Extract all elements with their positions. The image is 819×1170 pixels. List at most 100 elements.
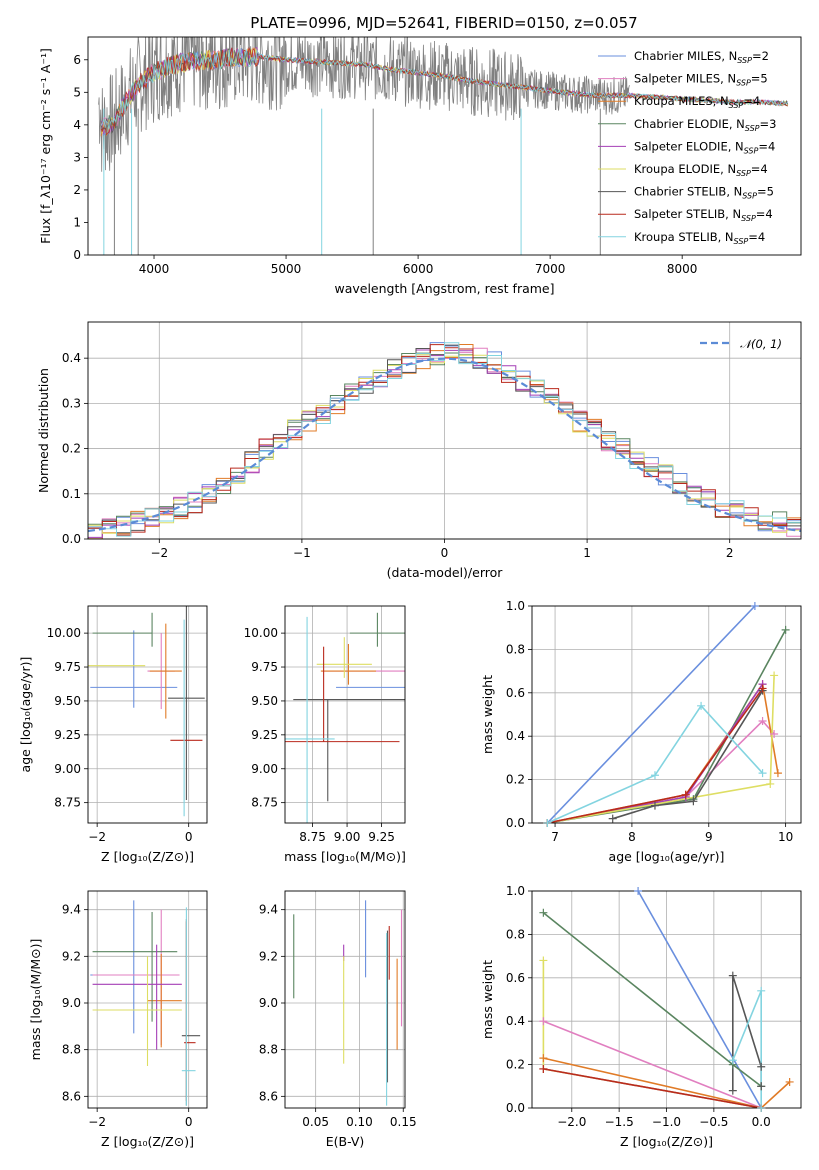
z-mass-ytick-label-0: 8.6: [62, 1089, 81, 1103]
z-weight-line-3: [542, 912, 762, 1087]
z-weight-marker-8-2: [757, 1104, 766, 1112]
spectrum-xtick-label-3: 7000: [535, 262, 566, 276]
residuals-chart: −2 −1 0 1 2 0.0 0.1 0.2 0.3 0.4 (data-model)/error…: [36, 321, 802, 580]
age-weight-marker-6-0: [608, 814, 617, 823]
spectrum-model-line-8: [100, 49, 789, 130]
age-weight-ytick-label-4: 0.8: [506, 642, 525, 656]
z-mass-xtick-label-0: −2: [88, 1115, 106, 1129]
age-weight-marker-2-3: [773, 769, 782, 778]
z-mass-ytick-label-3: 9.2: [62, 949, 81, 963]
age-weight-marker-8-2: [697, 701, 706, 710]
ebv-mass-frame: [284, 890, 406, 1109]
age-weight-marker-0-1: [750, 602, 759, 610]
age-weight-ytick-label-0: 0.0: [506, 816, 525, 830]
residuals-xtick-label-1: −1: [293, 546, 311, 560]
z-age-xlabel: Z [log₁₀(Z/Z⊙)]: [101, 849, 194, 864]
z-weight-marker-5-0: [539, 956, 548, 965]
z-mass-ytick-label-1: 8.8: [62, 1043, 81, 1057]
z-age-ytick-label-4: 9.75: [54, 660, 81, 674]
z-weight-marker-0-0: [634, 887, 643, 895]
ebv-mass-plot-area: [293, 900, 403, 1106]
z-age-ytick-label-0: 8.75: [54, 796, 81, 810]
residuals-xtick-label-4: 2: [726, 546, 734, 560]
z-weight-marker-8-1: [757, 986, 766, 995]
mass-age-plot-area: [285, 612, 405, 823]
residuals-xlabel: (data-model)/error: [387, 565, 504, 580]
ebv-mass-chart: 0.05 0.10 0.15 8.6 8.8 9.0 9.2 9.4 E(B-V): [259, 890, 417, 1149]
z-weight-marker-6-3: [757, 1082, 766, 1091]
age-weight-line-8: [547, 704, 764, 823]
z-weight-line-1: [543, 1020, 762, 1108]
z-weight-ytick-label-3: 0.6: [506, 971, 525, 985]
spectrum-legend-label-8: Kroupa STELIB, NSSP=4: [634, 230, 765, 246]
spectrum-legend-label-7: Salpeter STELIB, NSSP=4: [634, 207, 773, 223]
spectrum-xtick-label-2: 6000: [403, 262, 434, 276]
z-age-ytick-label-5: 10.00: [47, 626, 81, 640]
age-weight-ylabel: mass weight: [480, 675, 495, 754]
residuals-plot-area: [88, 342, 801, 539]
mass-age-ytick-label-3: 9.50: [251, 694, 278, 708]
mass-age-ytick-label-5: 10.00: [244, 626, 278, 640]
z-weight-line-0: [637, 891, 762, 1108]
spectrum-xlabel: wavelength [Angstrom, rest frame]: [334, 281, 554, 296]
age-weight-marker-6-1: [650, 801, 659, 810]
z-mass-ylabel: mass [log₁₀(M/M⊙)]: [28, 939, 43, 1061]
age-weight-plot-area: [546, 606, 787, 823]
mass-age-ytick-label-2: 9.25: [251, 728, 278, 742]
z-mass-frame: [87, 890, 208, 1109]
z-weight-line-7: [543, 1068, 762, 1108]
ebv-mass-xtick-label-0: 0.05: [302, 1115, 329, 1129]
z-weight-xtick-label-3: −0.5: [699, 1115, 728, 1129]
mass-age-chart: 8.75 9.00 9.25 8.75 9.00 9.25 9.50 9.75 10.00 mas…: [244, 605, 406, 864]
mass-age-ytick-label-1: 9.00: [251, 762, 278, 776]
z-weight-marker-2-2: [785, 1077, 794, 1086]
age-weight-marker-6-2: [689, 797, 698, 806]
z-weight-ytick-label-1: 0.2: [506, 1058, 525, 1072]
spectrum-ytick-label-4: 4: [73, 118, 81, 132]
spectrum-ytick-label-6: 6: [73, 53, 81, 67]
spectrum-ytick-label-2: 2: [73, 183, 81, 197]
z-weight-marker-2-0: [539, 1054, 548, 1063]
residuals-ytick-label-0: 0.0: [62, 532, 81, 546]
residual-hist-8: [88, 342, 801, 537]
z-weight-marker-3-0: [539, 908, 548, 917]
ebv-mass-ytick-label-4: 9.4: [259, 903, 278, 917]
age-weight-xtick-label-1: 8: [628, 830, 636, 844]
age-weight-marker-8-1: [650, 771, 659, 780]
residuals-ylabel: Normed distribution: [36, 368, 51, 493]
spectrum-legend-label-5: Kroupa ELODIE, NSSP=4: [634, 162, 768, 178]
ebv-mass-xtick-label-2: 0.15: [390, 1115, 417, 1129]
z-age-xtick-label-1: 0: [185, 830, 193, 844]
mass-age-xtick-label-2: 9.25: [368, 830, 395, 844]
z-weight-line-2: [543, 1057, 791, 1108]
z-weight-chart: −2.0 −1.5 −1.0 −0.5 0.0 0.0 0.2 0.4 0.6 0.8 1.0 Z […: [480, 884, 802, 1149]
spectrum-legend-label-6: Chabrier STELIB, NSSP=5: [634, 185, 774, 201]
residuals-ytick-label-3: 0.3: [62, 396, 81, 410]
age-weight-xtick-label-0: 7: [551, 830, 559, 844]
z-age-chart: −2 0 8.75 9.00 9.25 9.50 9.75 10.00 Z [log₁₀(Z/Z…: [18, 605, 208, 864]
z-age-ylabel: age [log₁₀(age/yr)]: [18, 657, 33, 773]
spectrum-legend-label-0: Chabrier MILES, NSSP=2: [634, 49, 769, 65]
age-weight-xlabel: age [log₁₀(age/yr)]: [609, 849, 725, 864]
spectrum-ytick-label-0: 0: [73, 248, 81, 262]
ebv-mass-ytick-label-1: 8.8: [259, 1043, 278, 1057]
z-mass-chart: −2 0 8.6 8.8 9.0 9.2 9.4 Z [log₁₀(Z/Z⊙)] mass [l…: [28, 890, 208, 1149]
z-mass-xtick-label-1: 0: [185, 1115, 193, 1129]
residuals-xtick-label-2: 0: [441, 546, 449, 560]
residuals-xtick-label-0: −2: [150, 546, 168, 560]
mass-age-ytick-label-4: 9.75: [251, 660, 278, 674]
age-weight-xtick-label-3: 10: [778, 830, 793, 844]
mass-age-frame: [284, 605, 406, 824]
z-weight-ytick-label-5: 1.0: [506, 884, 525, 898]
age-weight-ytick-label-1: 0.2: [506, 773, 525, 787]
ebv-mass-ytick-label-0: 8.6: [259, 1089, 278, 1103]
spectrum-xtick-label-1: 5000: [271, 262, 302, 276]
z-weight-ytick-label-2: 0.4: [506, 1014, 525, 1028]
age-weight-marker-1-3: [770, 730, 779, 739]
spectrum-ylabel: Flux [f_λ10⁻¹⁷ erg cm⁻² s⁻¹ A⁻¹]: [38, 48, 53, 244]
z-weight-xlabel: Z [log₁₀(Z/Z⊙)]: [620, 1134, 713, 1149]
ebv-mass-ytick-label-3: 9.2: [259, 949, 278, 963]
z-age-ytick-label-1: 9.00: [54, 762, 81, 776]
spectrum-chart: 4000 5000 6000 7000 8000 0 1 2 3 4 5 6 wavelength [A…: [38, 36, 802, 296]
age-weight-marker-5-2: [770, 671, 779, 680]
